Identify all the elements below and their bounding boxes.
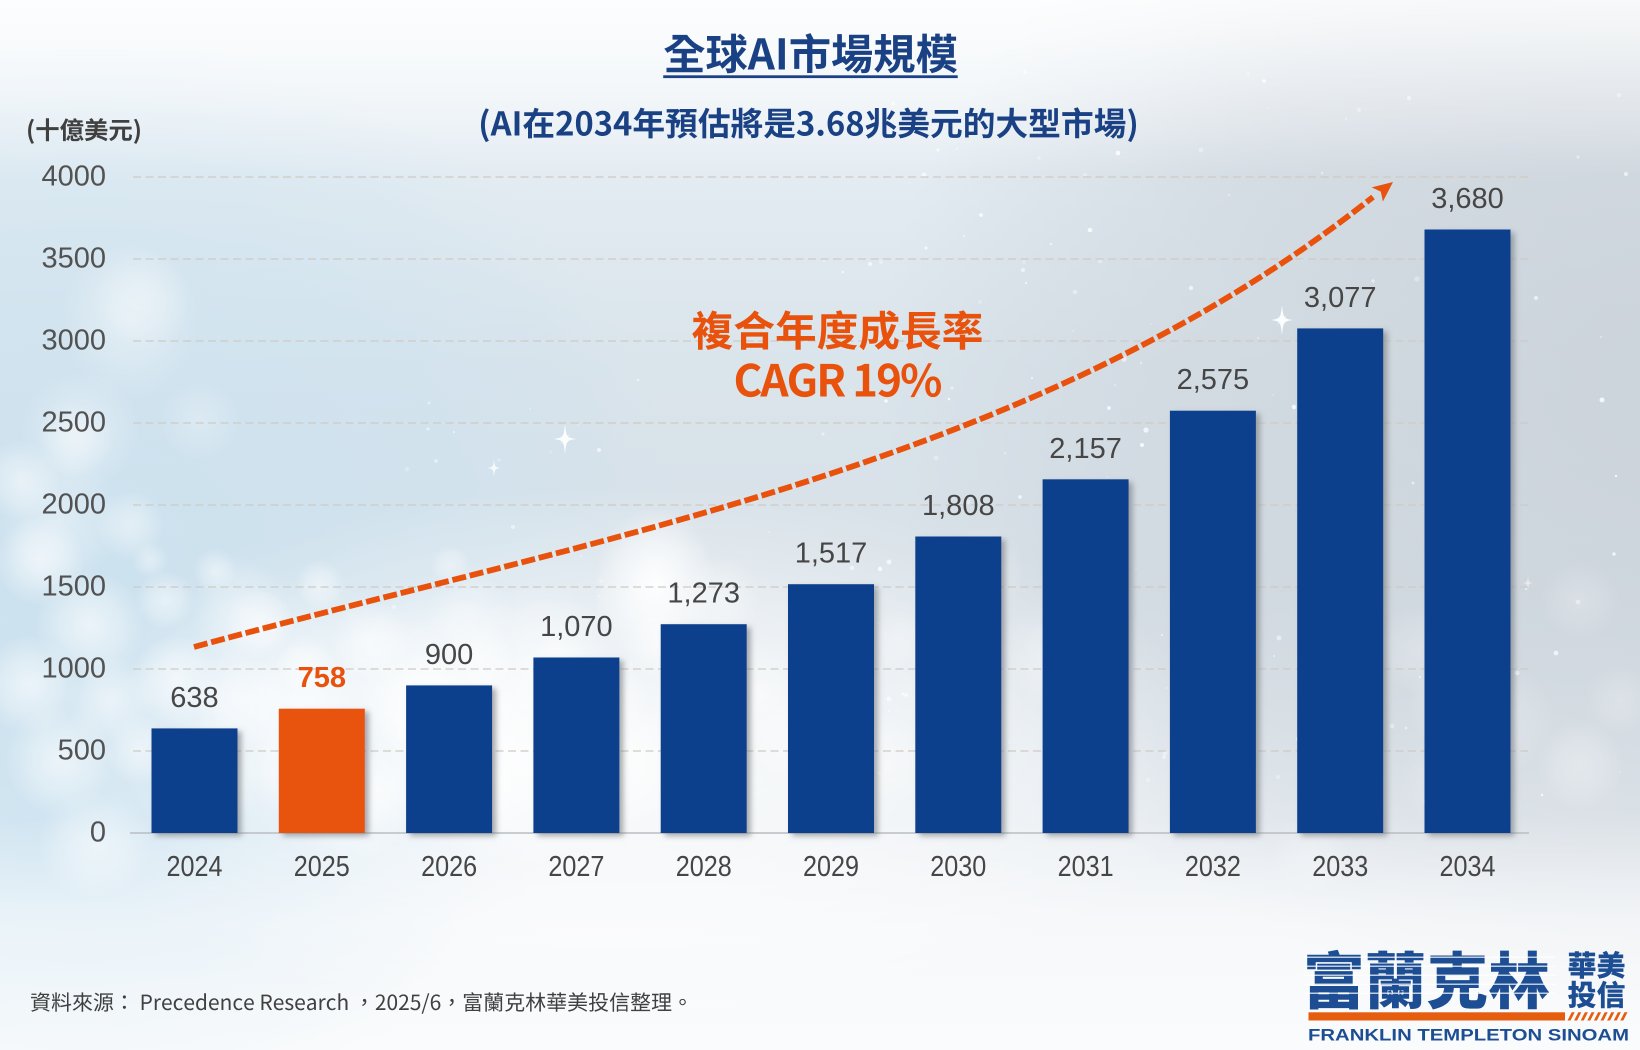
svg-text:2024: 2024	[167, 851, 223, 883]
svg-text:1,517: 1,517	[795, 538, 868, 570]
svg-text:2032: 2032	[1185, 851, 1241, 883]
svg-text:2031: 2031	[1058, 851, 1114, 883]
svg-text:3500: 3500	[41, 243, 106, 275]
svg-text:500: 500	[58, 735, 106, 767]
svg-text:758: 758	[298, 662, 346, 694]
svg-text:FRANKLIN TEMPLETON SINOAM: FRANKLIN TEMPLETON SINOAM	[1308, 1026, 1629, 1045]
svg-text:2034: 2034	[1440, 851, 1496, 883]
svg-text:2028: 2028	[676, 851, 732, 883]
svg-text:1,808: 1,808	[922, 490, 995, 522]
svg-text:2030: 2030	[930, 851, 986, 883]
svg-text:3000: 3000	[41, 325, 106, 357]
svg-text:1000: 1000	[41, 653, 106, 685]
svg-text:900: 900	[425, 639, 473, 671]
svg-text:638: 638	[170, 682, 218, 714]
svg-text:3,680: 3,680	[1431, 183, 1504, 215]
svg-text:2026: 2026	[421, 851, 477, 883]
svg-text:2000: 2000	[41, 489, 106, 521]
svg-text:2025: 2025	[294, 851, 350, 883]
svg-text:2027: 2027	[548, 851, 604, 883]
svg-text:2,157: 2,157	[1049, 433, 1122, 465]
svg-text:2500: 2500	[41, 407, 106, 439]
svg-text:2033: 2033	[1312, 851, 1368, 883]
svg-text:1500: 1500	[41, 571, 106, 603]
svg-text:1,070: 1,070	[540, 611, 613, 643]
svg-text:2,575: 2,575	[1177, 364, 1250, 396]
svg-text:0: 0	[90, 817, 106, 849]
svg-text:4000: 4000	[41, 161, 106, 193]
svg-text:3,077: 3,077	[1304, 282, 1377, 314]
svg-text:2029: 2029	[803, 851, 859, 883]
svg-text:1,273: 1,273	[667, 578, 740, 610]
